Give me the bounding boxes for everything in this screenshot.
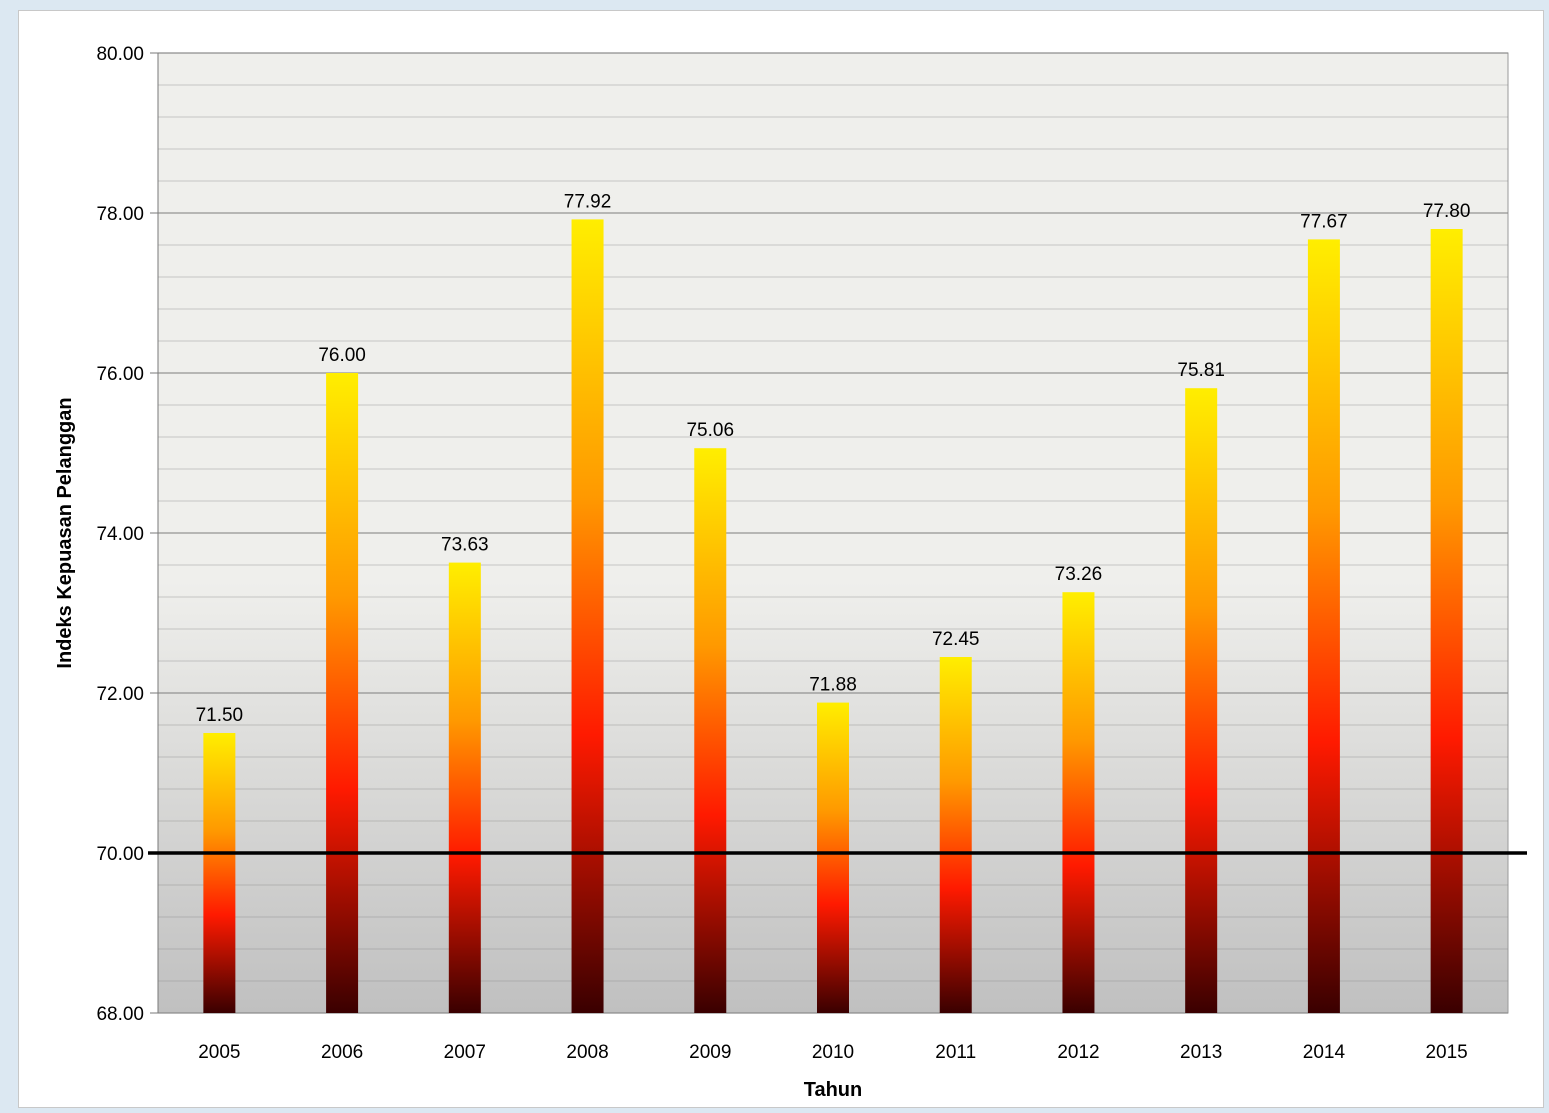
bar-chart: 68.00 70.00 72.00 74.00 76.00 78.00 80.00 71.5… (54, 44, 1527, 1101)
data-labels: 71.50 76.00 73.63 77.92 75.06 71.88 72.45 73.26… (196, 191, 1471, 726)
bar (326, 373, 359, 1013)
bar (1307, 239, 1340, 1013)
x-axis-title: Tahun (804, 1079, 863, 1101)
x-tick-label: 2012 (1057, 1042, 1099, 1063)
bar (203, 733, 236, 1013)
y-tick-label: 72.00 (96, 684, 144, 705)
data-label: 75.81 (1177, 360, 1225, 381)
data-label: 73.26 (1055, 564, 1103, 585)
data-label: 71.88 (809, 675, 857, 696)
data-label: 77.80 (1423, 201, 1471, 222)
y-tick-label: 68.00 (96, 1004, 144, 1025)
data-label: 77.67 (1300, 211, 1348, 232)
y-tick-label: 78.00 (96, 204, 144, 225)
data-label: 73.63 (441, 535, 489, 556)
bar (448, 562, 481, 1013)
chart-frame: 68.00 70.00 72.00 74.00 76.00 78.00 80.00 71.5… (18, 10, 1544, 1108)
x-tick-label: 2008 (566, 1042, 608, 1063)
x-tick-label: 2010 (812, 1042, 854, 1063)
data-label: 71.50 (196, 705, 244, 726)
bar (1430, 229, 1463, 1013)
bar (694, 448, 727, 1013)
x-tick-label: 2015 (1425, 1042, 1467, 1063)
data-label: 77.92 (564, 191, 612, 212)
bar (571, 219, 604, 1013)
x-tick-label: 2006 (321, 1042, 363, 1063)
x-tick-label: 2005 (198, 1042, 240, 1063)
y-axis-ticks: 68.00 70.00 72.00 74.00 76.00 78.00 80.00 (96, 44, 158, 1025)
x-axis-ticks: 2005 2006 2007 2008 2009 2010 2011 2012 2013 2014… (198, 1042, 1468, 1063)
bars (203, 219, 1463, 1013)
y-tick-label: 70.00 (96, 844, 144, 865)
data-label: 75.06 (686, 420, 734, 441)
x-tick-label: 2013 (1180, 1042, 1222, 1063)
y-axis-title: Indeks Kepuasan Pelanggan (54, 397, 76, 668)
x-tick-label: 2009 (689, 1042, 731, 1063)
bar (1062, 592, 1095, 1013)
x-tick-label: 2011 (935, 1042, 976, 1063)
data-label: 76.00 (318, 345, 366, 366)
bar (939, 657, 972, 1013)
y-tick-label: 76.00 (96, 364, 144, 385)
data-label: 72.45 (932, 629, 980, 650)
y-tick-label: 74.00 (96, 524, 144, 545)
bar (1185, 388, 1218, 1013)
y-tick-label: 80.00 (96, 44, 144, 65)
x-tick-label: 2014 (1303, 1042, 1346, 1063)
x-tick-label: 2007 (444, 1042, 486, 1063)
bar (817, 702, 849, 1013)
